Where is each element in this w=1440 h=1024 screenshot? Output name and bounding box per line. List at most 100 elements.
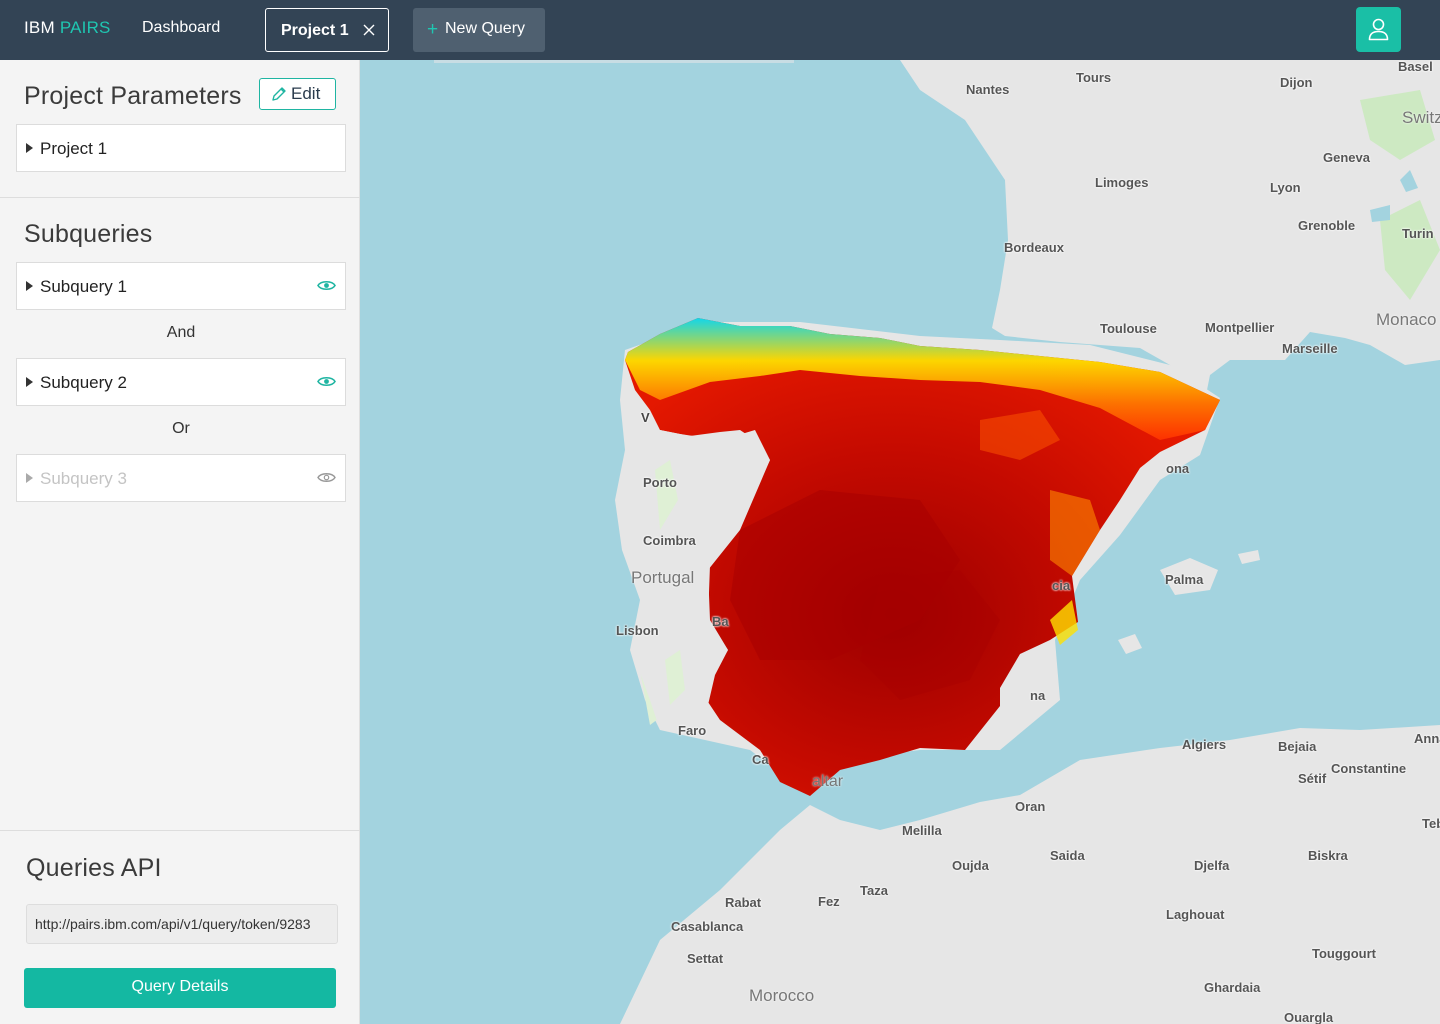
map-label-laghouat: Laghouat — [1166, 907, 1225, 922]
tab-label: Project 1 — [281, 22, 349, 39]
eye-icon[interactable] — [317, 471, 336, 484]
subquery-connector-and[interactable]: And — [166, 324, 196, 341]
map-label-cadiz: Ca — [752, 752, 769, 767]
map-label-taza: Taza — [860, 883, 888, 898]
map-label-casablanca: Casablanca — [671, 919, 744, 934]
map-label-badajoz: Ba — [712, 614, 729, 629]
land-africa — [620, 725, 1440, 1024]
edit-button[interactable]: Edit — [259, 78, 336, 110]
map-label-palma: Palma — [1165, 572, 1204, 587]
map-label-nantes: Nantes — [966, 82, 1010, 97]
map-label-rabat: Rabat — [725, 895, 762, 910]
subquery-connector-or[interactable]: Or — [172, 420, 190, 437]
map-label-morocco: Morocco — [749, 986, 815, 1005]
tab-project-1[interactable]: Project 1 — [265, 8, 389, 52]
map-label-lisbon: Lisbon — [616, 623, 659, 638]
queries-api-title: Queries API — [26, 854, 162, 882]
map-label-toulouse: Toulouse — [1100, 321, 1157, 336]
map-label-switzerland: Switz — [1402, 108, 1440, 127]
subquery-1-accordion[interactable]: Subquery 1 — [16, 262, 346, 310]
map-label-barcelona: ona — [1166, 461, 1190, 476]
map-label-monaco: Monaco — [1376, 310, 1437, 329]
map-label-melilla: Melilla — [902, 823, 942, 838]
heatmap-north — [625, 318, 1220, 440]
land-mallorca — [1160, 558, 1218, 595]
nav-dashboard-link[interactable]: Dashboard — [142, 19, 221, 36]
map-label-faro: Faro — [678, 723, 707, 738]
map-label-lyon: Lyon — [1270, 180, 1301, 195]
map-label-limoges: Limoges — [1095, 175, 1149, 190]
caret-right-icon — [26, 377, 33, 387]
brand-logo[interactable]: IBM PAIRS — [24, 18, 111, 38]
subquery-2-label: Subquery 2 — [40, 373, 127, 392]
map-label-basel: Basel — [1398, 60, 1433, 74]
eye-icon[interactable] — [317, 279, 336, 292]
divider — [0, 830, 360, 831]
caret-right-icon — [26, 473, 33, 483]
map-label-tebessa: Tebe — [1422, 816, 1440, 831]
map-label-turin: Turin — [1402, 226, 1434, 241]
subquery-2-accordion[interactable]: Subquery 2 — [16, 358, 346, 406]
close-icon[interactable] — [362, 23, 376, 37]
edit-label: Edit — [291, 84, 321, 103]
map-label-porto: Porto — [643, 475, 677, 490]
map-label-portugal: Portugal — [631, 568, 695, 587]
map-label-marseille: Marseille — [1282, 341, 1338, 356]
user-icon — [1368, 18, 1389, 41]
sidebar: Project Parameters Edit Project 1 Subque… — [0, 60, 360, 1024]
land-menorca — [1238, 550, 1260, 564]
subquery-3-accordion[interactable]: Subquery 3 — [16, 454, 346, 502]
map-label-tours: Tours — [1076, 70, 1112, 85]
divider — [0, 197, 360, 198]
map-label-gibraltar: altar — [812, 773, 844, 790]
map-canvas — [615, 60, 1440, 1024]
map-label-dijon: Dijon — [1280, 75, 1313, 90]
subquery-1-label: Subquery 1 — [40, 277, 127, 296]
map-label-ouargla: Ouargla — [1284, 1010, 1334, 1024]
map-label-coimbra: Coimbra — [643, 533, 696, 548]
map-scroll-indicator[interactable] — [434, 60, 794, 63]
project-accordion[interactable]: Project 1 — [16, 124, 346, 172]
map-label-djelfa: Djelfa — [1194, 858, 1230, 873]
eye-icon[interactable] — [317, 375, 336, 388]
map-label-constantine: Constantine — [1331, 761, 1407, 776]
subqueries-title: Subqueries — [24, 220, 153, 248]
map-label-setif: Sétif — [1298, 771, 1327, 786]
new-query-label: New Query — [445, 20, 526, 37]
brand-name: IBM — [24, 18, 55, 37]
map-label-almeria: na — [1030, 688, 1046, 703]
brand-accent: PAIRS — [59, 18, 111, 37]
map-label-biskra: Biskra — [1308, 848, 1348, 863]
map-label-valencia: cia — [1052, 578, 1071, 593]
project-parameters-title: Project Parameters — [24, 82, 242, 110]
map-view[interactable]: Nantes Tours Dijon Basel Switz Limoges L… — [360, 60, 1440, 1024]
api-url-field[interactable]: http://pairs.ibm.com/api/v1/query/token/… — [26, 904, 338, 944]
query-details-button[interactable]: Query Details — [24, 968, 336, 1008]
map-label-vigo: V — [641, 410, 650, 425]
land-portugal — [618, 430, 770, 730]
map-label-montpellier: Montpellier — [1205, 320, 1275, 335]
caret-right-icon — [26, 281, 33, 291]
map-label-bejaia: Bejaia — [1278, 739, 1317, 754]
project-accordion-label: Project 1 — [40, 139, 108, 158]
map-label-algiers: Algiers — [1182, 737, 1227, 752]
map-label-annaba: Annab — [1414, 731, 1440, 746]
plus-icon: + — [427, 19, 439, 40]
map-label-geneva: Geneva — [1323, 150, 1370, 165]
land-ibiza — [1118, 634, 1142, 654]
new-query-button[interactable]: + New Query — [413, 8, 545, 52]
map-label-touggourt: Touggourt — [1312, 946, 1377, 961]
map-label-oujda: Oujda — [952, 858, 989, 873]
land-europe — [900, 60, 1440, 400]
user-account-button[interactable] — [1356, 7, 1401, 52]
caret-right-icon — [26, 143, 33, 153]
map-label-fez: Fez — [818, 894, 840, 909]
map-label-grenoble: Grenoble — [1298, 218, 1356, 233]
top-bar: IBM PAIRS Dashboard Project 1 + New Query — [0, 0, 1440, 60]
pencil-icon — [272, 87, 286, 101]
map-label-oran: Oran — [1015, 799, 1046, 814]
map-label-settat: Settat — [687, 951, 724, 966]
map-label-ghardaia: Ghardaia — [1204, 980, 1261, 995]
subquery-3-label: Subquery 3 — [40, 469, 127, 488]
map-label-saida: Saida — [1050, 848, 1085, 863]
